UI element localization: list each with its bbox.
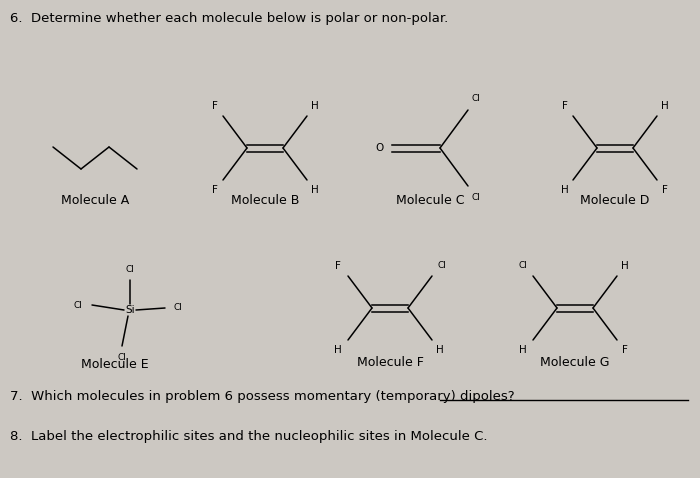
Text: F: F — [212, 101, 218, 111]
Text: 6.  Determine whether each molecule below is polar or non-polar.: 6. Determine whether each molecule below… — [10, 12, 448, 25]
Text: F: F — [622, 345, 628, 355]
Text: F: F — [212, 185, 218, 195]
Text: Cl: Cl — [174, 304, 183, 313]
Text: Molecule C: Molecule C — [395, 194, 464, 206]
Text: Cl: Cl — [125, 265, 134, 274]
Text: H: H — [661, 101, 669, 111]
Text: H: H — [436, 345, 444, 355]
Text: Molecule E: Molecule E — [81, 358, 149, 371]
Text: Molecule D: Molecule D — [580, 194, 650, 206]
Text: Cl: Cl — [74, 301, 83, 309]
Text: Cl: Cl — [438, 261, 447, 271]
Text: Molecule B: Molecule B — [231, 194, 299, 206]
Text: Cl: Cl — [472, 194, 480, 203]
Text: H: H — [621, 261, 629, 271]
Text: Molecule F: Molecule F — [356, 356, 424, 369]
Text: 8.  Label the electrophilic sites and the nucleophilic sites in Molecule C.: 8. Label the electrophilic sites and the… — [10, 430, 487, 443]
Text: Molecule G: Molecule G — [540, 356, 610, 369]
Text: O: O — [376, 143, 384, 153]
Text: Cl: Cl — [519, 261, 527, 271]
Text: Cl: Cl — [472, 94, 480, 102]
Text: 7.  Which molecules in problem 6 possess momentary (temporary) dipoles?: 7. Which molecules in problem 6 possess … — [10, 390, 514, 403]
Text: H: H — [311, 185, 319, 195]
Text: Cl: Cl — [118, 354, 127, 362]
Text: F: F — [335, 261, 341, 271]
Text: H: H — [334, 345, 342, 355]
Text: H: H — [311, 101, 319, 111]
Text: Si: Si — [125, 305, 135, 315]
Text: H: H — [519, 345, 527, 355]
Text: F: F — [662, 185, 668, 195]
Text: Molecule A: Molecule A — [61, 194, 129, 206]
Text: H: H — [561, 185, 569, 195]
Text: F: F — [562, 101, 568, 111]
